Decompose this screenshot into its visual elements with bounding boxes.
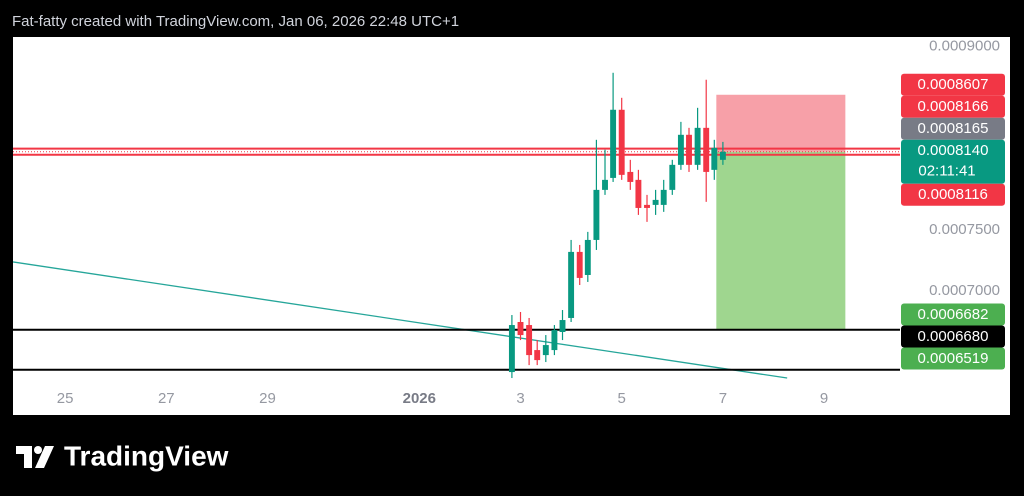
price-label: 0.0008607 [918,76,989,93]
candle-body [517,321,524,336]
price-label: 0.0008166 [918,98,989,115]
candle-body [610,109,617,178]
x-tick-label: 29 [259,390,276,407]
candle-body [686,134,692,165]
price-label-box [901,347,1005,370]
y-tick-label: 0.0007000 [929,282,1000,299]
x-tick-label: 7 [719,390,727,407]
price-label: 0.0006680 [918,328,989,345]
price-label: 0.0006519 [918,350,989,367]
x-tick-label: 3 [516,390,524,407]
price-label-box [901,139,1005,184]
candle-body [568,251,575,318]
price-label-box [901,117,1005,140]
candle-body [508,325,515,373]
price-label: 0.0008116 [918,186,988,203]
x-tick-label: 2026 [403,390,436,407]
candle-body [660,189,667,205]
x-tick-label: 27 [158,390,175,407]
candle-body [618,109,625,175]
candle-body [602,179,608,190]
price-label-box [901,183,1005,206]
logo-shape [16,446,32,468]
candle-body [711,147,718,170]
plot-area [13,72,900,379]
price-label: 0.0008140 [918,142,989,159]
candle-body [669,164,676,190]
candle-body [703,127,710,172]
candle-body [677,134,684,165]
candle-body [635,179,642,208]
candle-body [593,189,600,240]
candle-body [644,204,650,208]
logo-dot [34,446,42,454]
price-label-box [901,73,1005,96]
logo-icon [16,446,54,468]
price-label-box [901,325,1005,348]
candle-body [576,251,583,278]
watermark: TradingView [64,440,229,471]
y-tick-label: 0.0007500 [929,221,1000,238]
countdown-label: 02:11:41 [918,163,975,180]
stop-zone [716,94,846,152]
candle-body [551,330,558,351]
candle-body [559,320,566,333]
logo-shape [35,446,54,468]
price-label: 0.0008165 [918,120,989,137]
price-label-box [901,303,1005,326]
candle-body [652,199,659,205]
candle-body [584,239,591,275]
price-label: 0.0006682 [918,306,989,323]
candle-body [627,171,634,182]
candle-body [719,151,726,160]
x-tick-label: 25 [57,390,74,407]
trendline [13,261,788,379]
candle-body [526,325,533,356]
x-tick-label: 9 [820,390,828,407]
candle-body [694,127,701,165]
candle-body [542,345,549,356]
y-tick-label: 0.0009000 [929,38,1000,55]
price-label-box [901,95,1005,118]
candle-body [534,350,541,361]
target-zone [716,151,846,330]
x-tick-label: 5 [618,390,626,407]
chart-title: Fat-fatty created with TradingView.com, … [12,13,459,30]
